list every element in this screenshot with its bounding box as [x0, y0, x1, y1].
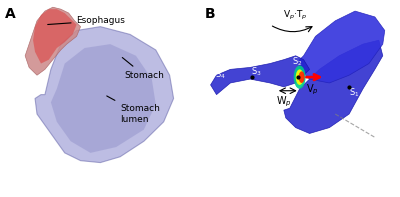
Ellipse shape	[296, 69, 304, 85]
Text: B: B	[205, 7, 215, 21]
Polygon shape	[51, 44, 156, 153]
Polygon shape	[300, 11, 385, 83]
Text: A: A	[5, 7, 16, 21]
Text: V$_p$·T$_p$: V$_p$·T$_p$	[283, 8, 308, 21]
Text: S$_1$: S$_1$	[349, 86, 360, 99]
Text: Esophagus: Esophagus	[48, 16, 126, 25]
Text: Stomach
lumen: Stomach lumen	[107, 96, 160, 124]
Polygon shape	[33, 9, 76, 64]
Text: Stomach: Stomach	[122, 58, 164, 80]
Text: V$_p$: V$_p$	[306, 83, 318, 97]
Text: W$_p$: W$_p$	[276, 95, 292, 109]
Text: S$_3$: S$_3$	[251, 65, 262, 78]
Ellipse shape	[299, 71, 305, 83]
Text: S$_4$: S$_4$	[215, 69, 226, 81]
Text: S$_0$: S$_0$	[363, 104, 374, 116]
Polygon shape	[25, 7, 80, 75]
Text: S$_2$: S$_2$	[292, 56, 303, 68]
Polygon shape	[35, 27, 174, 163]
Polygon shape	[210, 56, 310, 95]
Ellipse shape	[294, 65, 306, 89]
Polygon shape	[284, 40, 383, 133]
